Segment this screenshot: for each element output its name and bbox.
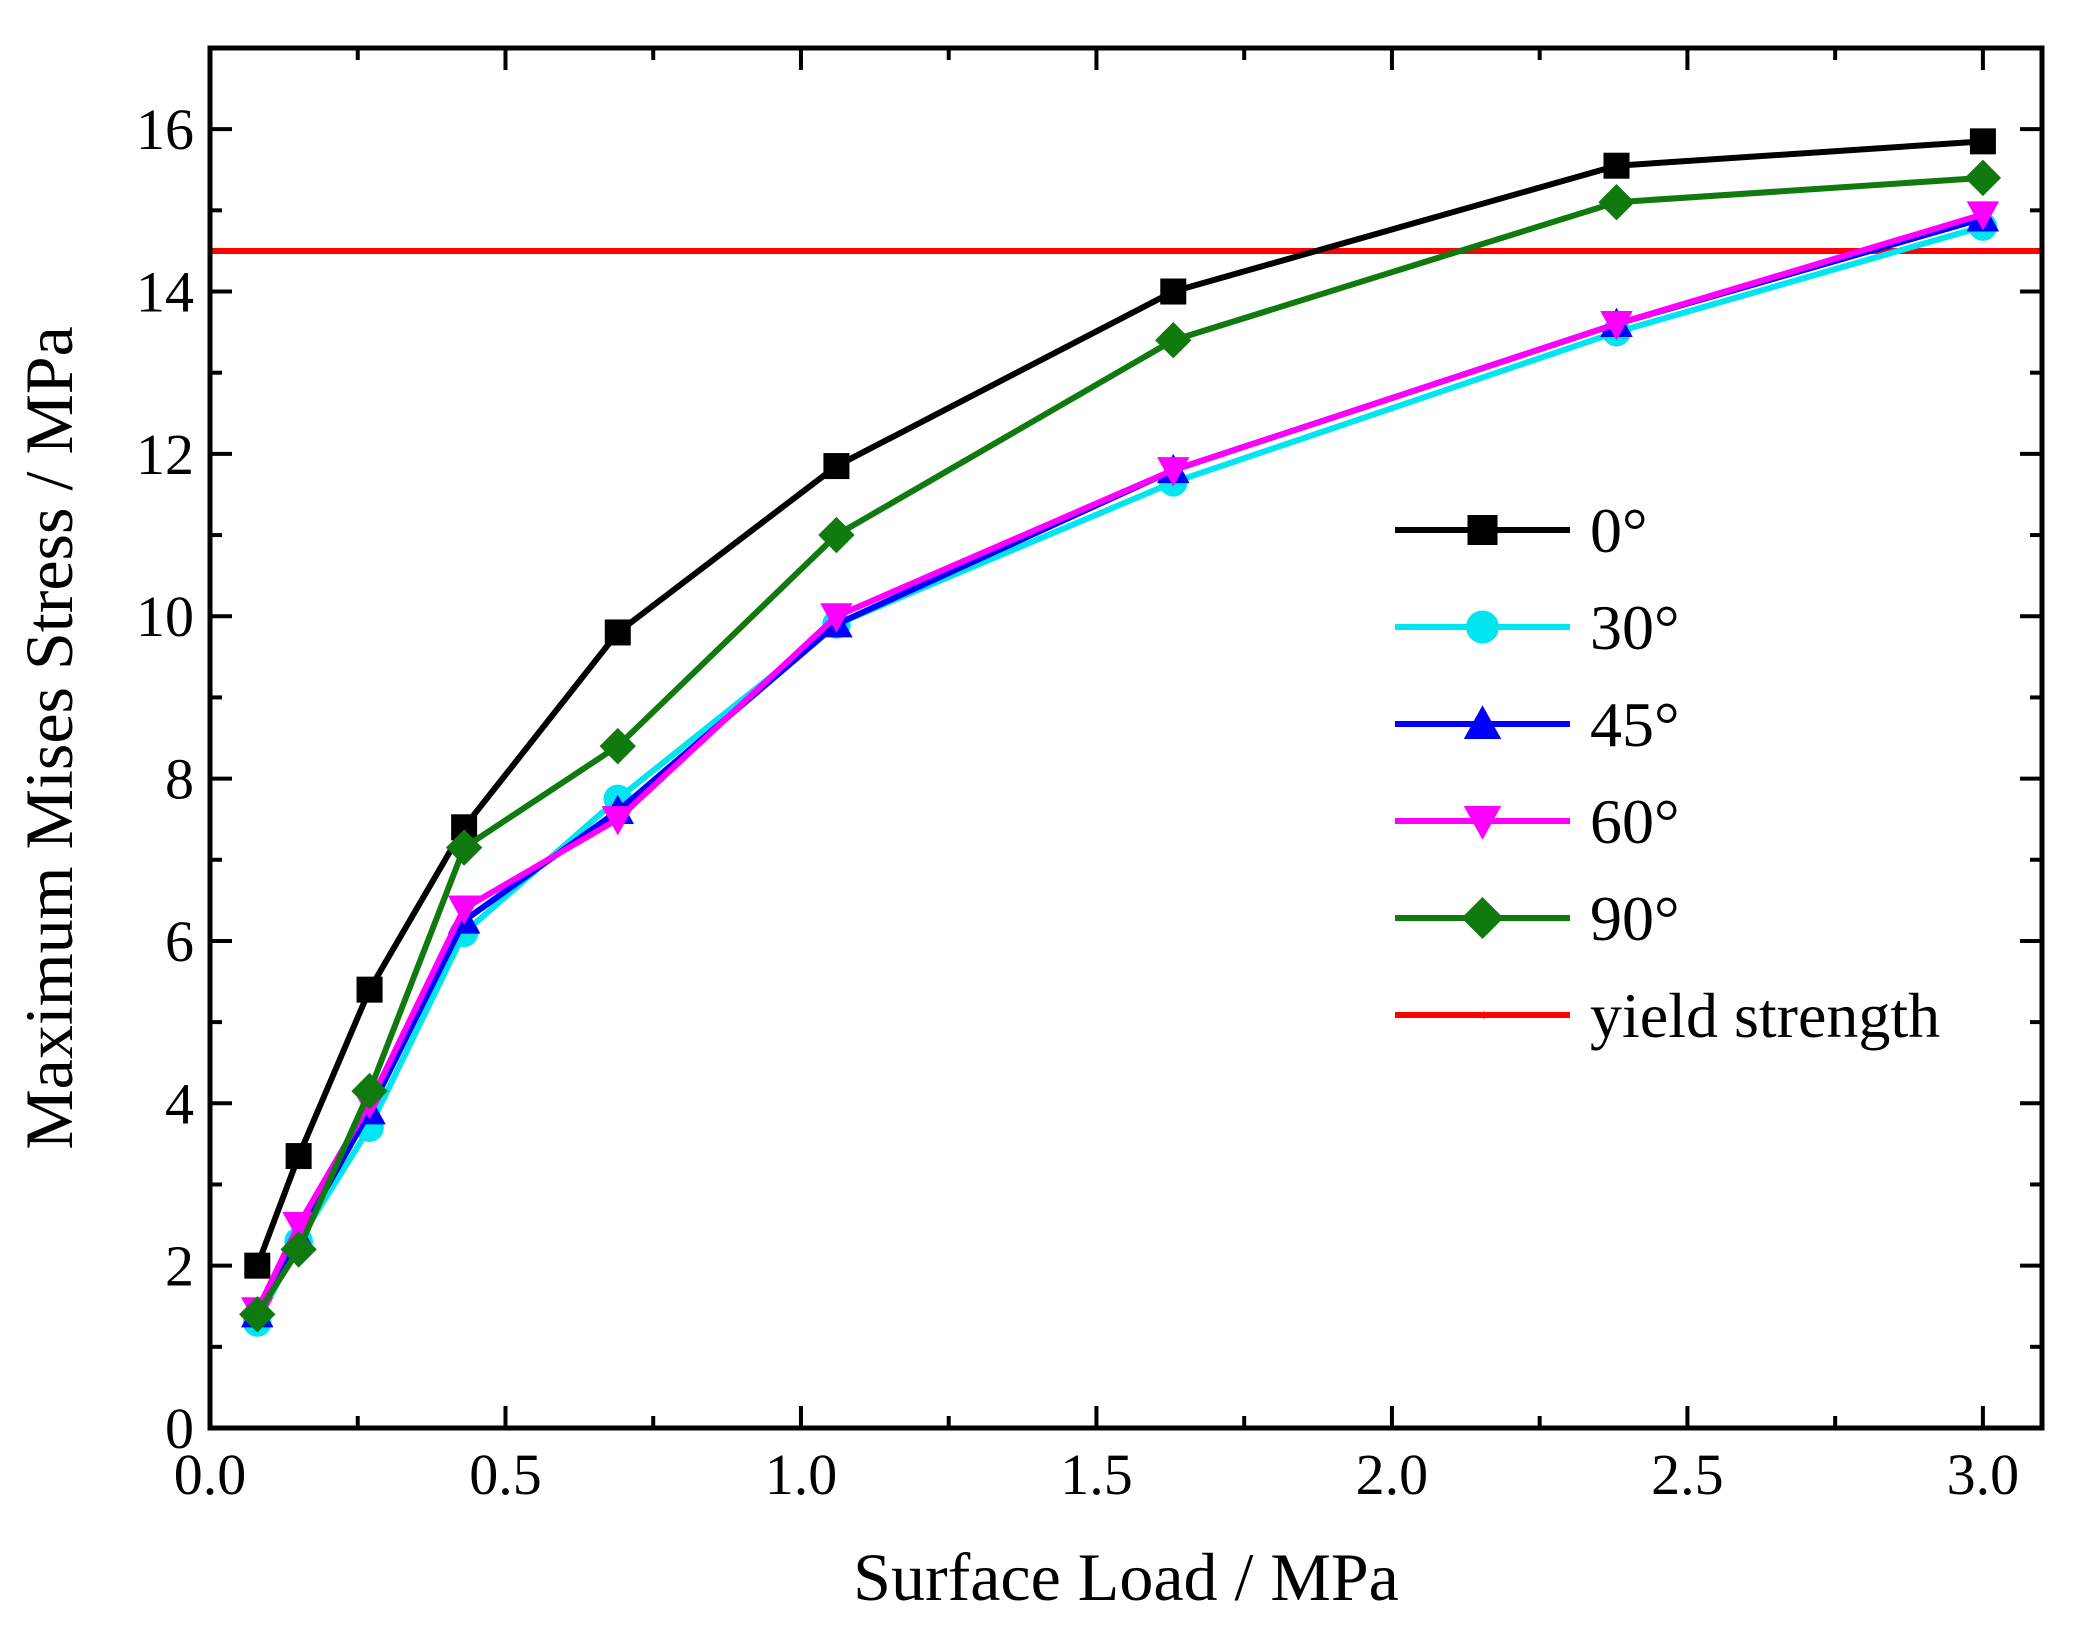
data-point-square <box>1603 152 1630 179</box>
x-tick-label: 2.0 <box>1356 1442 1429 1507</box>
series-line <box>254 215 1984 1316</box>
data-point-diamond <box>818 516 855 554</box>
legend-label: 45° <box>1590 689 1680 760</box>
data-point-diamond <box>1461 897 1504 939</box>
y-tick-label: 2 <box>165 1234 194 1299</box>
legend-mark <box>1476 1011 1485 1019</box>
y-tick-label: 16 <box>136 97 194 162</box>
data-point-diamond <box>239 1296 276 1333</box>
legend-item: yield strength <box>1395 980 1940 1051</box>
data-point-diamond <box>1598 184 1635 221</box>
data-point-triangle-down <box>1966 201 2000 231</box>
data-point-triangle-down <box>282 1212 315 1242</box>
y-tick-label: 14 <box>136 260 194 325</box>
series-line <box>254 174 1984 1316</box>
data-point-circle <box>1466 610 1499 644</box>
data-point-square <box>285 1143 312 1170</box>
legend: 0° 30° 45° 60° 90° yield strength <box>1395 495 1940 1051</box>
legend-label: 30° <box>1590 592 1680 663</box>
data-point-triangle-down <box>820 603 853 633</box>
x-axis-title: Surface Load / MPa <box>853 1539 1399 1615</box>
data-point-diamond <box>351 1072 388 1110</box>
data-point-square <box>1969 128 1996 155</box>
data-point-triangle-down <box>447 895 481 925</box>
data-point-triangle-down <box>1463 806 1502 840</box>
legend-item: 0° <box>1395 495 1648 566</box>
data-point-triangle-down <box>601 806 635 836</box>
data-point-square <box>604 619 631 646</box>
data-point-triangle-up <box>1463 705 1502 739</box>
data-point-diamond <box>599 727 636 765</box>
x-tick-label: 1.5 <box>1060 1442 1133 1507</box>
y-tick-label: 8 <box>165 747 194 812</box>
y-tick-label: 0 <box>165 1396 194 1461</box>
data-point-diamond <box>445 829 483 866</box>
x-tick-label: 0.0 <box>174 1442 247 1507</box>
y-tick-label: 12 <box>136 422 194 487</box>
data-point-diamond <box>280 1231 317 1268</box>
data-point-square <box>823 453 850 480</box>
legend-label: yield strength <box>1590 980 1940 1051</box>
y-axis-title: Maximum Mises Stress / MPa <box>11 326 87 1150</box>
data-point-triangle-down <box>1157 457 1190 487</box>
x-tick-label: 2.5 <box>1651 1442 1724 1507</box>
x-tick-label: 0.5 <box>469 1442 542 1507</box>
data-point-square <box>244 1252 271 1279</box>
axes-layer: 0.0 0.5 1.0 1.5 2.0 2.5 3.0 0 2 4 6 8 10 12 14 16 <box>136 48 2042 1507</box>
legend-item: 90° <box>1395 883 1680 954</box>
data-point-square <box>356 976 383 1003</box>
legend-label: 0° <box>1590 495 1648 566</box>
data-point-diamond <box>1155 322 1192 359</box>
series-0 <box>244 128 1996 1279</box>
data-point-square <box>1160 278 1187 305</box>
y-tick-label: 10 <box>136 584 194 649</box>
legend-label: 60° <box>1590 786 1680 857</box>
series-line <box>254 138 1984 1267</box>
y-tick-label: 6 <box>165 909 194 974</box>
data-point-triangle-down <box>1600 311 1633 341</box>
legend-item: 60° <box>1395 786 1680 857</box>
legend-item: 45° <box>1395 689 1680 760</box>
plot-frame <box>207 45 2045 1431</box>
series-4 <box>239 159 2002 1333</box>
legend-item: 30° <box>1395 592 1680 663</box>
series-layer <box>210 128 2042 1337</box>
legend-label: 90° <box>1590 883 1680 954</box>
data-point-square <box>1467 515 1498 545</box>
series-line <box>254 223 1984 1324</box>
data-point-diamond <box>1964 159 2002 197</box>
x-tick-label: 3.0 <box>1947 1442 2020 1507</box>
x-tick-label: 1.0 <box>765 1442 838 1507</box>
y-tick-label: 4 <box>165 1071 194 1136</box>
